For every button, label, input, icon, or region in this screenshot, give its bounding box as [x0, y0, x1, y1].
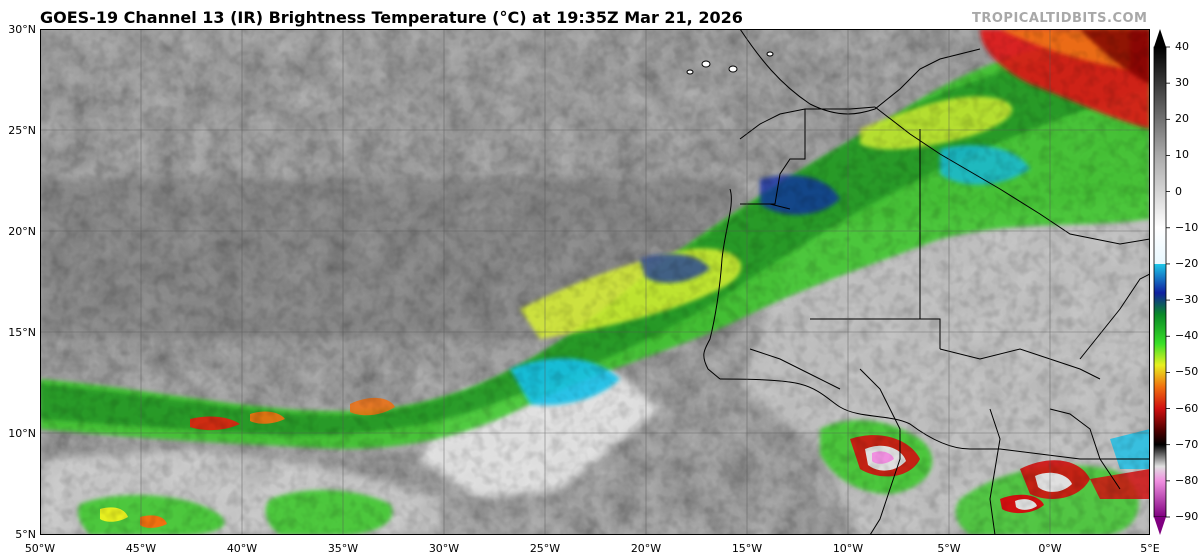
lat-label-5n: 5°N	[15, 528, 36, 541]
colorbar-tick-label: −90	[1175, 510, 1199, 523]
lon-label-0w: 0°W	[1038, 542, 1062, 555]
colorbar-tick-label: −80	[1175, 473, 1199, 487]
colorbar-tick-label: 10	[1175, 148, 1189, 162]
map-title: GOES-19 Channel 13 (IR) Brightness Tempe…	[40, 8, 743, 27]
colorbar-min-arrow	[1154, 517, 1166, 535]
canary-islands	[686, 51, 774, 75]
coastlines	[703, 29, 1150, 535]
lat-label-10n: 10°N	[8, 427, 36, 440]
lon-label-45w: 45°W	[125, 542, 157, 555]
colorbar-tick-label: 0	[1175, 184, 1182, 198]
colorbar	[1150, 29, 1200, 535]
lat-label-25n: 25°N	[8, 124, 36, 137]
lon-label-40w: 40°W	[226, 542, 258, 555]
lat-label-30n: 30°N	[8, 23, 36, 36]
gridlines	[40, 29, 1150, 535]
lon-label-15w: 15°W	[731, 542, 763, 555]
lon-label-50w: 50°W	[24, 542, 56, 555]
satellite-map	[40, 29, 1150, 535]
credit-watermark: TROPICALTIDBITS.COM	[972, 11, 1148, 26]
colorbar-ticks	[1166, 46, 1170, 518]
lon-label-5w: 5°W	[937, 542, 961, 555]
lon-label-35w: 35°W	[327, 542, 359, 555]
colorbar-tick-label: 20	[1175, 112, 1189, 126]
lon-label-10w: 10°W	[832, 542, 864, 555]
colorbar-tick-label: −50	[1175, 365, 1199, 379]
colorbar-tick-label: 30	[1175, 76, 1189, 90]
colorbar-tick-label: −60	[1175, 401, 1199, 415]
colorbar-tick-label: −30	[1175, 293, 1199, 307]
colorbar-tick-label: −70	[1175, 437, 1199, 451]
colorbar-tick-label: −10	[1175, 220, 1199, 234]
lon-label-30w: 30°W	[428, 542, 460, 555]
lon-label-20w: 20°W	[630, 542, 662, 555]
colorbar-max-arrow	[1154, 29, 1166, 47]
colorbar-tick-label: 40	[1175, 40, 1189, 53]
satellite-image	[40, 29, 1150, 535]
colorbar-tick-label: −20	[1175, 256, 1199, 270]
lon-label-25w: 25°W	[529, 542, 561, 555]
lon-label-5e: 5°E	[1140, 542, 1160, 555]
lat-label-20n: 20°N	[8, 225, 36, 238]
colorbar-bar	[1153, 46, 1167, 518]
colorbar-tick-label: −40	[1175, 329, 1199, 343]
lat-label-15n: 15°N	[8, 326, 36, 339]
